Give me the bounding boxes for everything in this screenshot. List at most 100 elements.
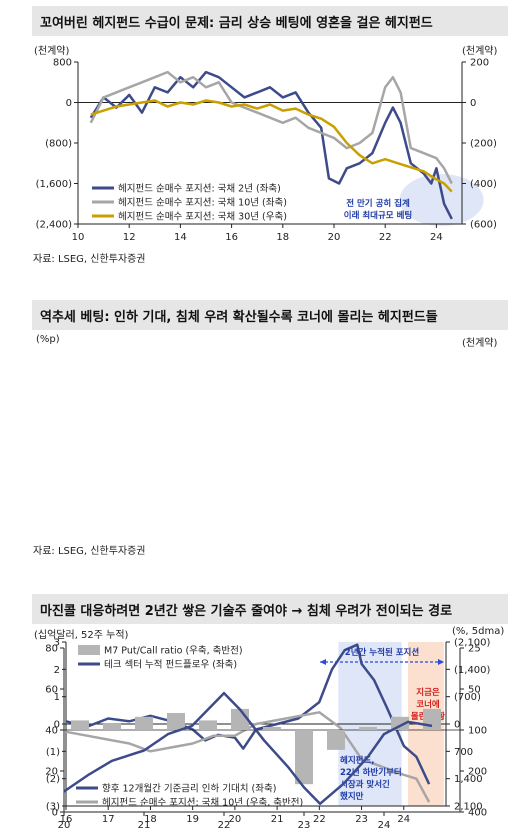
annotation-text: 이래 최대규모 베팅 bbox=[344, 210, 412, 221]
right-unit-label: (%, 5dma) bbox=[452, 626, 505, 637]
left-unit-label: (십억달러, 52주 누적) bbox=[34, 630, 129, 641]
chart-1-svg: 800 0 (800) (1,600) (2,400) 200 0 (200) (400) (60… bbox=[36, 58, 497, 244]
annotation-text: 했지만 bbox=[340, 791, 364, 802]
y-tick-label-left: 3 bbox=[54, 638, 60, 649]
x-tick-label: 21 bbox=[138, 820, 151, 831]
bar bbox=[103, 723, 121, 730]
x-tick-label: 24 bbox=[397, 814, 410, 825]
bar bbox=[327, 730, 345, 750]
highlight-ellipse bbox=[399, 174, 484, 226]
legend-label: 향후 12개월간 기준금리 인하 기대치 (좌축) bbox=[102, 783, 276, 795]
annotation-text: 전 만기 공히 집계 bbox=[346, 198, 410, 209]
series-line bbox=[65, 711, 431, 803]
x-tick-label: 18 bbox=[276, 232, 289, 243]
right-unit-label: (천계약) bbox=[462, 46, 498, 57]
annotation-text: 코너에 bbox=[416, 699, 440, 710]
y-tick-label-right: 0 bbox=[470, 98, 476, 109]
y-tick-label-right: 700 bbox=[454, 747, 473, 758]
y-tick-label-right: 0 bbox=[454, 720, 460, 731]
y-tick-label-left: 0 bbox=[66, 98, 72, 109]
bar bbox=[167, 712, 185, 730]
y-tick-label-right: (200) bbox=[470, 139, 497, 150]
series-line bbox=[65, 643, 431, 785]
series-line bbox=[89, 70, 453, 185]
chart-title-bar: 꼬여버린 헤지펀드 수급이 문제: 금리 상승 베팅에 영혼을 걸은 헤지펀드 bbox=[32, 6, 508, 36]
bar bbox=[263, 726, 281, 730]
x-tick-label: 20 bbox=[328, 232, 341, 243]
legend-label: 헤지펀드 순매수 포지션: 국채 10년 (우축, 축반전) bbox=[102, 797, 303, 809]
chart-title: 마진콜 대응하려면 2년간 쌓은 기술주 줄여야 → 침체 우려가 전이되는 경… bbox=[40, 604, 453, 619]
y-tick-label-left: (2) bbox=[46, 774, 60, 785]
chart-panel-1: 꼬여버린 헤지펀드 수급이 문제: 금리 상승 베팅에 영혼을 걸은 헤지펀드 … bbox=[0, 0, 532, 270]
y-tick-label-left: (3) bbox=[46, 802, 60, 813]
x-tick-label: 22 bbox=[218, 820, 231, 831]
x-tick-label: 16 bbox=[225, 232, 238, 243]
x-tick-label: 17 bbox=[102, 814, 115, 825]
source-note: 자료: LSEG, 신한투자증권 bbox=[33, 254, 146, 265]
annotation-text: 2년간 누적된 포지션 bbox=[345, 647, 420, 658]
chart-title-bar: 마진콜 대응하려면 2년간 쌓은 기술주 줄여야 → 침체 우려가 전이되는 경… bbox=[32, 594, 508, 624]
y-tick-label-right: 50 bbox=[468, 685, 481, 696]
x-tick-label: 21 bbox=[271, 814, 284, 825]
legend-label: 테크 섹터 누적 펀드플로우 (좌축) bbox=[104, 659, 237, 671]
y-tick-label-right: (1,400) bbox=[454, 665, 491, 676]
series-line bbox=[89, 70, 453, 220]
bar bbox=[359, 726, 377, 730]
legend-label: 헤지펀드 순매수 포지션: 국채 10년 (좌축) bbox=[118, 197, 287, 209]
y-tick-label-right: (400) bbox=[470, 179, 497, 190]
y-tick-label-left: 80 bbox=[45, 644, 58, 655]
y-tick-label-right: 200 bbox=[470, 58, 489, 69]
y-tick-label-left: 20 bbox=[45, 767, 58, 778]
legend-label: 헤지펀드 순매수 포지션: 국채 30년 (우축) bbox=[118, 211, 287, 223]
x-tick-label: 24 bbox=[378, 820, 391, 831]
left-unit-label: (천계약) bbox=[34, 46, 70, 57]
annotation-text: 헤지펀드, bbox=[340, 755, 375, 766]
y-tick-label-right: 2,100 bbox=[454, 802, 483, 813]
y-tick-label-left: 40 bbox=[45, 726, 58, 737]
x-tick-label: 18 bbox=[144, 814, 157, 825]
legend-label: M7 Put/Call ratio (우축, 축반전) bbox=[104, 646, 243, 657]
arrow-head bbox=[320, 659, 326, 665]
series-line bbox=[63, 691, 433, 806]
y-tick-label-left: (2,400) bbox=[36, 220, 73, 231]
legend-label: 헤지펀드 순매수 포지션: 국채 2년 (좌축) bbox=[118, 183, 281, 195]
x-tick-label: 14 bbox=[174, 232, 187, 243]
y-tick-label-right: (600) bbox=[470, 220, 497, 231]
arrow-head bbox=[438, 659, 444, 665]
y-tick-label-right: 25 bbox=[468, 644, 481, 655]
y-tick-label-left: 0 bbox=[52, 808, 58, 819]
chart-panel-3: 마진콜 대응하려면 2년간 쌓은 기술주 줄여야 → 침체 우려가 전이되는 경… bbox=[0, 586, 532, 836]
bar bbox=[295, 730, 313, 785]
legend-swatch bbox=[78, 645, 100, 655]
bar bbox=[391, 716, 409, 730]
y-tick-label-left: (800) bbox=[45, 139, 72, 150]
y-tick-label-right: 400 bbox=[468, 808, 487, 819]
y-tick-label-right: 200 bbox=[468, 767, 487, 778]
x-tick-label: 10 bbox=[72, 232, 85, 243]
left-unit-label: (%p) bbox=[36, 334, 60, 345]
y-tick-label-left: 0 bbox=[54, 720, 60, 731]
annotation-text: 지금은 bbox=[416, 687, 440, 698]
chart-title-bar: 역추세 베팅: 인하 기대, 침체 우려 확산될수록 코너에 몰리는 헤지펀드들 bbox=[32, 300, 508, 330]
x-tick-label: 22 bbox=[313, 814, 326, 825]
annotation-text: 22년 하반기부터 bbox=[340, 767, 402, 778]
y-tick-label-right: 1,400 bbox=[454, 774, 483, 785]
bar bbox=[135, 716, 153, 730]
annotation-text: 시장과 맞서긴 bbox=[340, 779, 390, 790]
y-tick-label-left: 60 bbox=[45, 685, 58, 696]
y-tick-label-left: 1 bbox=[54, 692, 60, 703]
y-tick-label-left: 800 bbox=[53, 58, 72, 69]
x-tick-label: 19 bbox=[186, 814, 199, 825]
y-tick-label-right: (2,100) bbox=[454, 638, 491, 649]
right-unit-label: (천계약) bbox=[462, 338, 498, 349]
x-tick-label: 12 bbox=[123, 232, 136, 243]
y-tick-label-right: (700) bbox=[454, 692, 481, 703]
x-tick-label: 23 bbox=[355, 814, 368, 825]
chart-title: 역추세 베팅: 인하 기대, 침체 우려 확산될수록 코너에 몰리는 헤지펀드들 bbox=[40, 310, 438, 325]
bar bbox=[423, 708, 441, 730]
x-tick-label: 22 bbox=[379, 232, 392, 243]
source-note: 자료: LSEG, 신한투자증권 bbox=[33, 546, 146, 557]
series-line bbox=[90, 99, 453, 193]
y-tick-label-left: (1) bbox=[46, 747, 60, 758]
x-tick-label: 16 bbox=[60, 814, 73, 825]
